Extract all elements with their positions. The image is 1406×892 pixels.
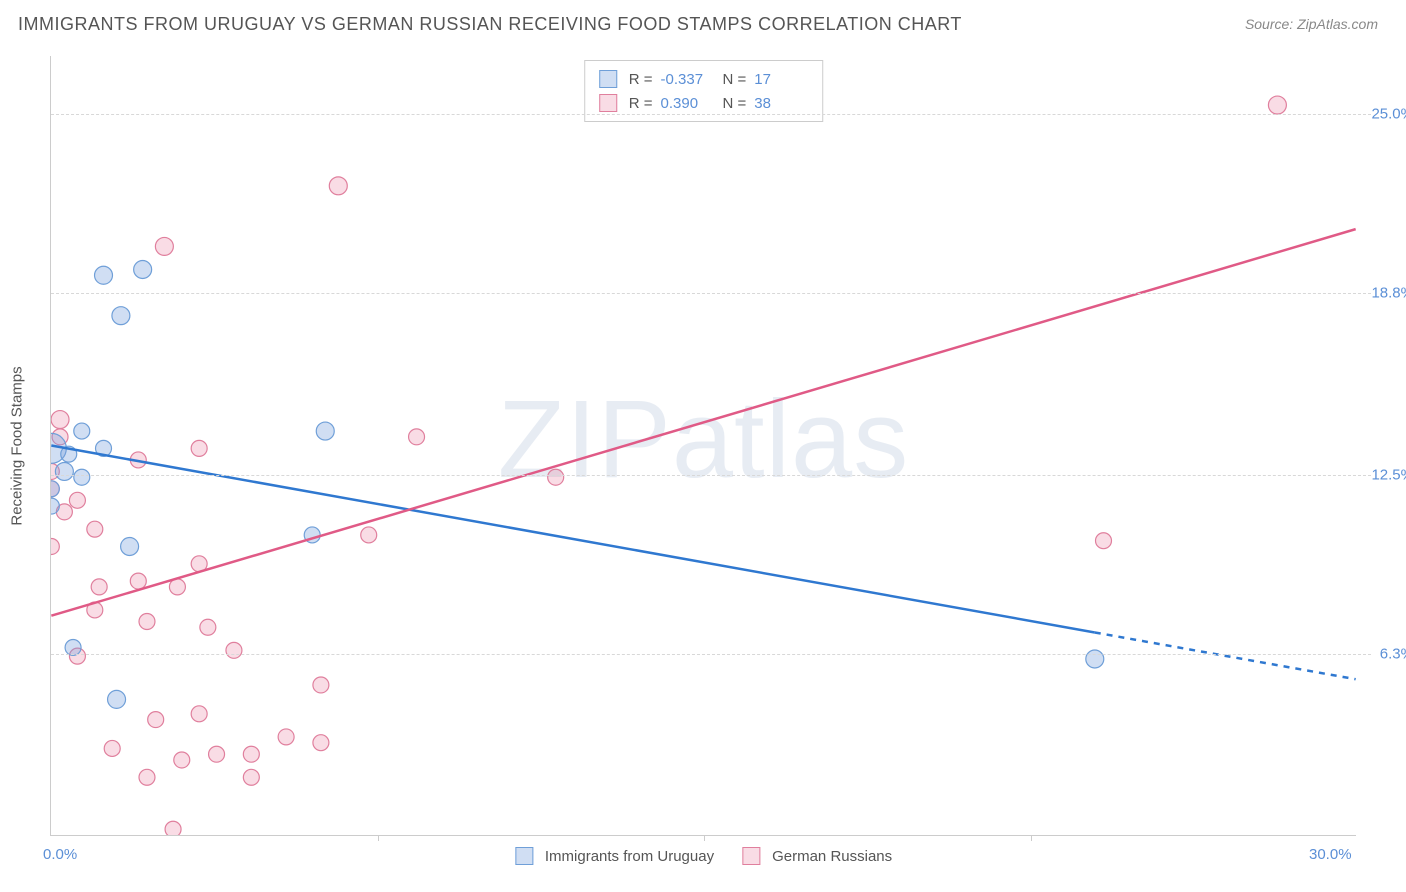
data-point <box>226 642 242 658</box>
data-point <box>209 746 225 762</box>
data-point <box>200 619 216 635</box>
y-tick-label: 6.3% <box>1380 646 1406 663</box>
data-point <box>95 266 113 284</box>
data-point <box>74 469 90 485</box>
data-point <box>329 177 347 195</box>
data-point <box>191 706 207 722</box>
x-tick-mark <box>704 835 705 841</box>
legend-label-uruguay: Immigrants from Uruguay <box>545 848 714 865</box>
data-point <box>91 579 107 595</box>
data-point <box>74 423 90 439</box>
data-point <box>1268 96 1286 114</box>
data-point <box>278 729 294 745</box>
r-value-german-russian: 0.390 <box>661 95 715 112</box>
data-point <box>243 746 259 762</box>
data-point <box>1096 533 1112 549</box>
r-value-uruguay: -0.337 <box>661 71 715 88</box>
r-label: R = <box>629 95 653 112</box>
grid-line <box>51 654 1371 655</box>
series-legend: Immigrants from Uruguay German Russians <box>515 847 892 865</box>
trend-line <box>51 446 1094 633</box>
scatter-plot-svg <box>51 56 1356 835</box>
swatch-uruguay <box>599 70 617 88</box>
data-point <box>548 469 564 485</box>
data-point <box>55 462 73 480</box>
source-name: ZipAtlas.com <box>1297 16 1378 32</box>
data-point <box>121 537 139 555</box>
trend-line <box>51 229 1355 616</box>
data-point <box>139 614 155 630</box>
data-point <box>165 821 181 835</box>
trend-line-dashed <box>1095 632 1356 679</box>
data-point <box>1086 650 1104 668</box>
data-point <box>243 769 259 785</box>
n-value-german-russian: 38 <box>754 95 808 112</box>
swatch-german-russian-icon <box>742 847 760 865</box>
data-point <box>148 712 164 728</box>
correlation-legend: R = -0.337 N = 17 R = 0.390 N = 38 <box>584 60 824 122</box>
data-point <box>51 538 59 554</box>
y-tick-label: 12.5% <box>1371 466 1406 483</box>
swatch-uruguay-icon <box>515 847 533 865</box>
x-tick-mark <box>378 835 379 841</box>
x-tick-label: 0.0% <box>43 846 77 863</box>
n-label: N = <box>723 71 747 88</box>
data-point <box>134 261 152 279</box>
data-point <box>409 429 425 445</box>
chart-header: IMMIGRANTS FROM URUGUAY VS GERMAN RUSSIA… <box>0 0 1406 50</box>
data-point <box>51 411 69 429</box>
legend-item-german-russian: German Russians <box>742 847 892 865</box>
chart-plot-area: Receiving Food Stamps ZIPatlas R = -0.33… <box>50 56 1356 836</box>
grid-line <box>51 475 1371 476</box>
data-point <box>191 440 207 456</box>
data-point <box>104 740 120 756</box>
n-label: N = <box>723 95 747 112</box>
r-label: R = <box>629 71 653 88</box>
data-point <box>69 492 85 508</box>
data-point <box>87 521 103 537</box>
source-citation: Source: ZipAtlas.com <box>1245 16 1378 32</box>
legend-row-uruguay: R = -0.337 N = 17 <box>599 67 809 91</box>
legend-item-uruguay: Immigrants from Uruguay <box>515 847 714 865</box>
chart-title: IMMIGRANTS FROM URUGUAY VS GERMAN RUSSIA… <box>18 14 962 35</box>
data-point <box>108 690 126 708</box>
x-tick-label: 30.0% <box>1309 846 1352 863</box>
grid-line <box>51 293 1371 294</box>
data-point <box>313 677 329 693</box>
data-point <box>51 481 59 497</box>
n-value-uruguay: 17 <box>754 71 808 88</box>
source-prefix: Source: <box>1245 16 1297 32</box>
y-axis-label: Receiving Food Stamps <box>9 366 26 525</box>
data-point <box>313 735 329 751</box>
swatch-german-russian <box>599 94 617 112</box>
y-tick-label: 18.8% <box>1371 284 1406 301</box>
x-tick-mark <box>1031 835 1032 841</box>
data-point <box>174 752 190 768</box>
grid-line <box>51 114 1371 115</box>
data-point <box>130 573 146 589</box>
data-point <box>112 307 130 325</box>
data-point <box>155 237 173 255</box>
data-point <box>316 422 334 440</box>
data-point <box>139 769 155 785</box>
data-point <box>361 527 377 543</box>
legend-row-german-russian: R = 0.390 N = 38 <box>599 91 809 115</box>
legend-label-german-russian: German Russians <box>772 848 892 865</box>
y-tick-label: 25.0% <box>1371 105 1406 122</box>
